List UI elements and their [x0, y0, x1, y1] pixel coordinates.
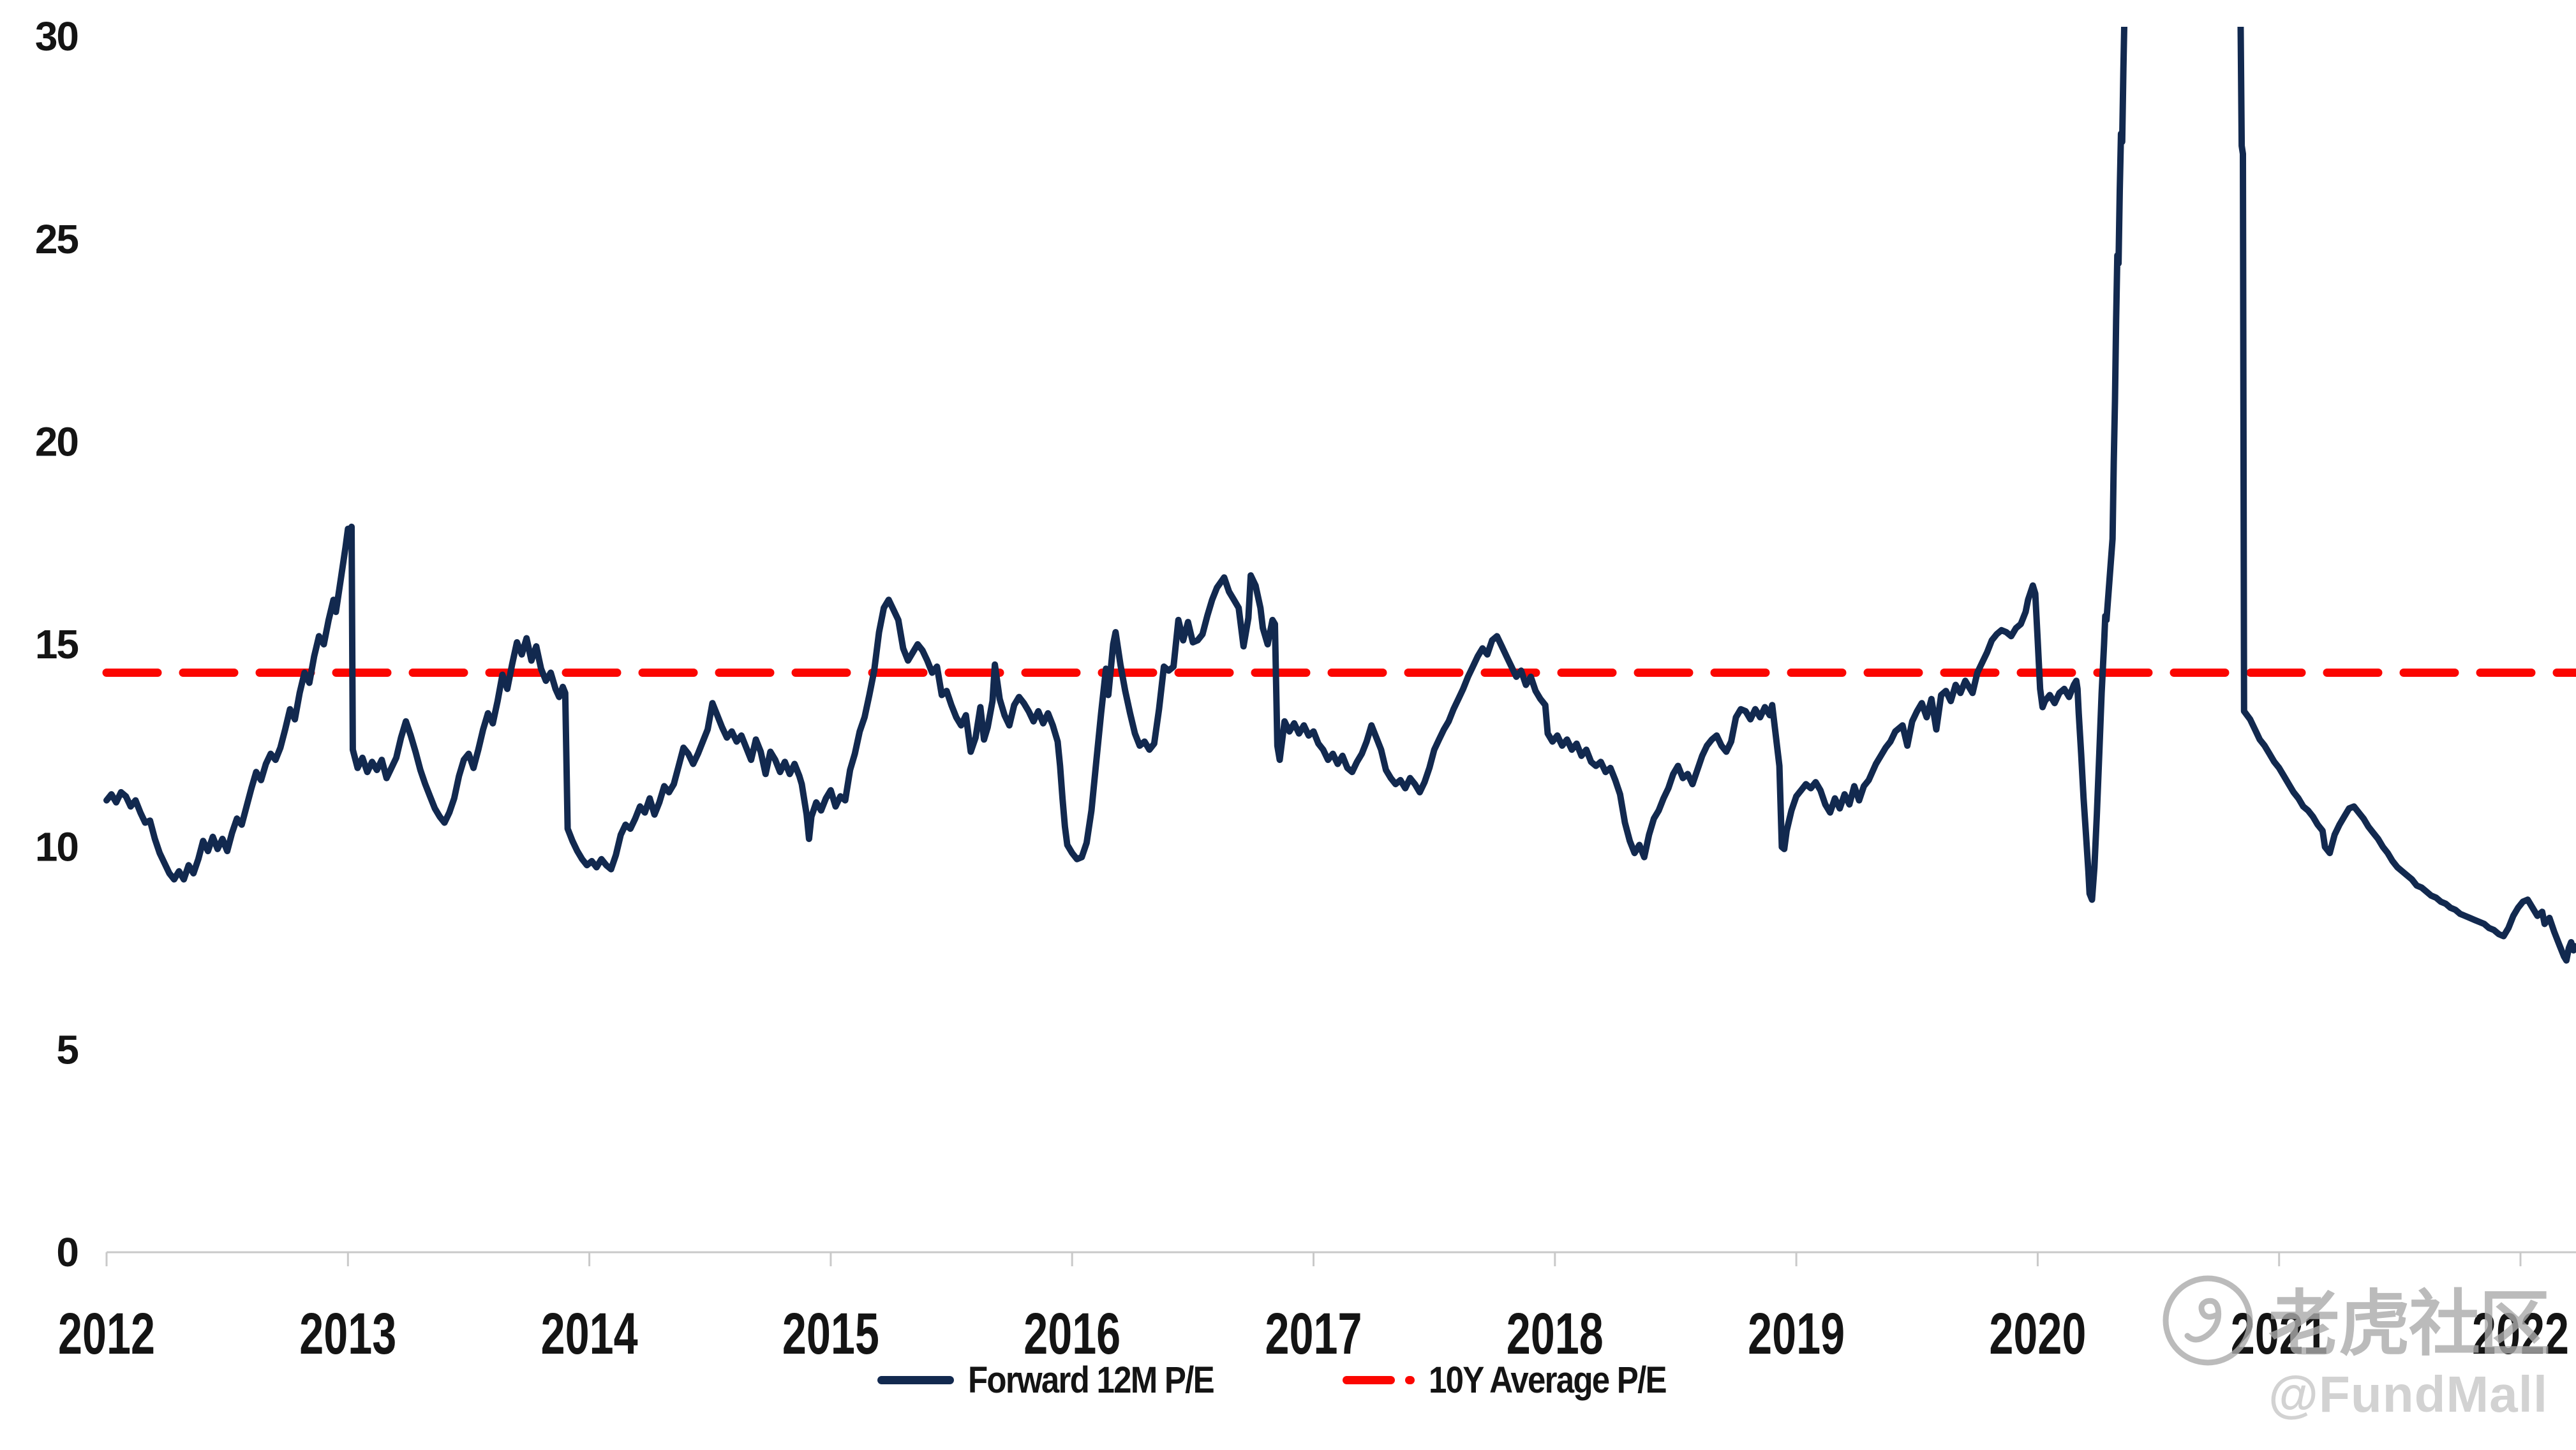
chart-legend: Forward 12M P/E 10Y Average P/E — [0, 1359, 2576, 1402]
tiger-circle-logo-icon — [2163, 1275, 2253, 1366]
dash-dot — [1405, 1376, 1415, 1384]
y-axis-label: 10 — [35, 824, 78, 870]
tiger-community-watermark: 老虎社区 @FundMall — [2150, 1260, 2572, 1445]
x-axis-label: 2013 — [299, 1301, 396, 1366]
forward-pe-line-swatch-icon — [877, 1376, 955, 1384]
watermark-community-text: 老虎社区 — [2268, 1284, 2550, 1364]
legend-label-average-pe: 10Y Average P/E — [1429, 1359, 1667, 1401]
legend-label-forward-pe: Forward 12M P/E — [968, 1359, 1215, 1401]
forward-pe-series-line — [103, 27, 2576, 964]
x-axis-label: 2017 — [1265, 1301, 1362, 1366]
x-axis-label: 2020 — [1989, 1301, 2086, 1366]
x-axis-label: 2014 — [541, 1301, 638, 1366]
x-axis-label: 2018 — [1507, 1301, 1604, 1366]
y-axis-label: 20 — [35, 418, 78, 464]
x-axis-label: 2016 — [1024, 1301, 1120, 1366]
y-axis-label: 30 — [35, 13, 78, 59]
legend-item-average-pe: 10Y Average P/E — [1343, 1359, 1698, 1402]
y-axis-label: 15 — [35, 621, 78, 667]
x-axis-label: 2022 — [2472, 1301, 2569, 1366]
y-axis-label: 0 — [56, 1229, 78, 1275]
watermark-handle-text: @FundMall — [2268, 1366, 2549, 1423]
y-axis-label: 25 — [35, 216, 78, 262]
x-axis-label: 2019 — [1748, 1301, 1845, 1366]
x-axis-label: 2012 — [58, 1301, 155, 1366]
x-axis-label: 2015 — [782, 1301, 879, 1366]
y-axis-label: 5 — [56, 1026, 78, 1072]
dash-segment — [1343, 1376, 1396, 1384]
legend-item-forward-pe: Forward 12M P/E — [877, 1359, 1247, 1402]
average-pe-dash-swatch-icon — [1343, 1376, 1415, 1384]
